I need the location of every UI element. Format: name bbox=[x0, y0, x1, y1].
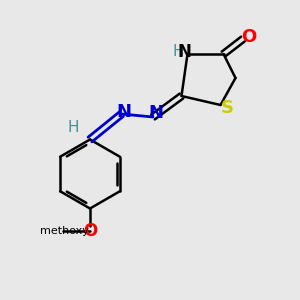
Text: N: N bbox=[178, 43, 191, 61]
Text: H: H bbox=[68, 120, 79, 135]
Text: O: O bbox=[242, 28, 256, 46]
Text: O: O bbox=[83, 222, 97, 240]
Text: methoxy: methoxy bbox=[40, 226, 89, 236]
Text: N: N bbox=[148, 104, 163, 122]
Text: H: H bbox=[172, 44, 184, 59]
Text: N: N bbox=[116, 103, 131, 121]
Text: S: S bbox=[220, 99, 234, 117]
